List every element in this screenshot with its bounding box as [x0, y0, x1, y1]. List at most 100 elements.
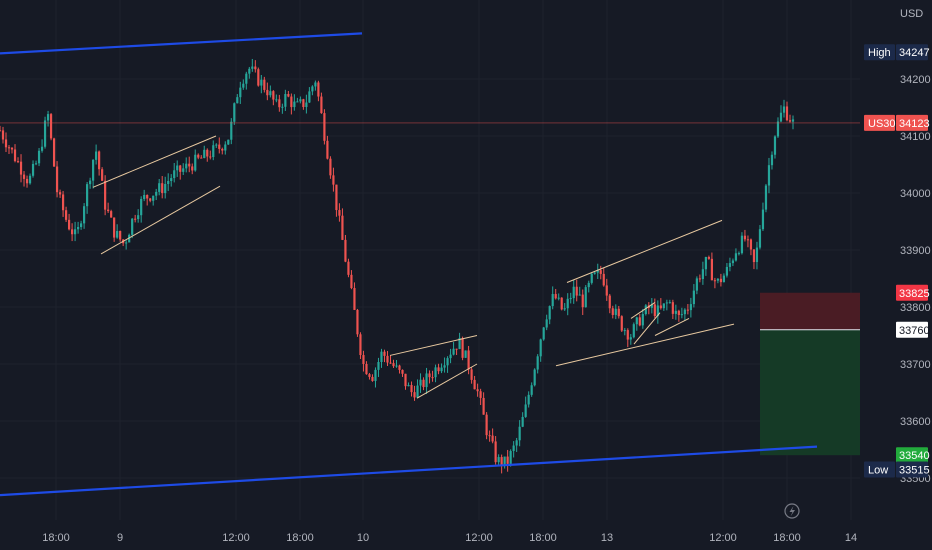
currency-label: USD — [900, 8, 923, 20]
candle-down — [55, 166, 59, 193]
candle-up — [692, 290, 695, 305]
candle-down — [491, 435, 494, 442]
candle-up — [31, 163, 35, 176]
time-tick-label: 18:00 — [529, 532, 557, 544]
candle-up — [656, 305, 659, 317]
candle-down — [290, 96, 293, 108]
lightning-icon[interactable] — [784, 503, 800, 519]
candle-up — [539, 339, 542, 357]
time-tick-label: 14 — [845, 532, 857, 544]
candle-down — [455, 348, 458, 350]
candle-up — [662, 303, 665, 309]
candle-down — [461, 338, 464, 358]
price-tick-label: 33600 — [900, 416, 931, 428]
candle-down — [22, 174, 26, 179]
channel-line — [566, 219, 723, 283]
candle-down — [1, 130, 5, 140]
candle-up — [704, 257, 707, 270]
candle-down — [323, 113, 326, 141]
price-tick-label: 34200 — [900, 74, 931, 86]
candle-up — [725, 266, 729, 276]
candle-down — [713, 280, 717, 282]
candle-down — [392, 363, 395, 367]
candle-down — [221, 148, 224, 151]
candle-down — [398, 365, 401, 370]
candle-down — [473, 379, 476, 390]
candle-down — [67, 219, 71, 230]
candle-up — [503, 456, 506, 467]
candle-up — [425, 373, 428, 388]
candle-down — [332, 175, 335, 185]
last-price-tag-value: 34123 — [899, 118, 930, 130]
candle-up — [380, 351, 383, 363]
candle-down — [401, 369, 404, 374]
candle-down — [404, 373, 407, 387]
candle-up — [650, 304, 653, 308]
candle-down — [482, 397, 485, 415]
candle-up — [548, 306, 551, 320]
last-price-tag-bg — [896, 114, 928, 131]
candle-down — [554, 294, 557, 299]
candle-up — [212, 145, 215, 158]
candle-up — [37, 150, 41, 164]
candle-down — [197, 154, 200, 158]
candle-up — [530, 385, 533, 395]
channel-line — [630, 302, 656, 319]
candle-up — [43, 120, 47, 147]
candle-up — [34, 163, 38, 165]
candle-down — [608, 295, 611, 309]
time-axis[interactable]: 18:00 9 12:00 18:00 10 12:00 18:00 13 12:00 18:00… — [0, 520, 932, 550]
candle-down — [605, 285, 608, 296]
position-zones — [760, 292, 866, 456]
candle-down — [16, 161, 20, 163]
candle-up — [224, 144, 227, 151]
candle-up — [791, 119, 795, 122]
time-tick-label: 18:00 — [286, 532, 314, 544]
take-profit-zone — [760, 329, 866, 456]
price-axis[interactable]: USD 335003360033700338003390034000341003… — [860, 0, 932, 520]
candle-up — [761, 209, 765, 230]
candle-up — [689, 304, 692, 311]
time-tick-label: 18:00 — [42, 532, 70, 544]
candle-up — [569, 298, 572, 300]
candle-down — [287, 94, 290, 97]
candle-up — [644, 305, 647, 315]
candle-up — [416, 385, 419, 398]
candle-up — [164, 183, 167, 194]
candle-up — [722, 275, 726, 283]
candle-down — [206, 149, 209, 157]
candle-down — [278, 99, 281, 108]
candle-down — [611, 308, 614, 315]
candle-up — [668, 302, 671, 304]
candle-up — [578, 294, 581, 296]
high-tag-label-bg — [864, 44, 895, 61]
candle-down — [602, 273, 605, 286]
time-tick-label: 12:00 — [465, 532, 493, 544]
candle-up — [137, 215, 140, 220]
candle-up — [635, 317, 638, 325]
candle-down — [371, 376, 374, 381]
candle-up — [28, 175, 32, 184]
candle-up — [443, 365, 446, 368]
candle-up — [545, 319, 548, 328]
candle-up — [419, 379, 422, 386]
candle-down — [422, 379, 425, 388]
candle-down — [101, 169, 104, 181]
candle-down — [389, 362, 392, 364]
candle-up — [521, 416, 524, 427]
candle-up — [92, 159, 95, 181]
candle-down — [599, 270, 602, 274]
candle-down — [146, 194, 149, 199]
time-tick-label: 18:00 — [773, 532, 801, 544]
trend-lines — [0, 32, 818, 497]
candle-down — [52, 138, 56, 167]
trend-line-blue — [0, 445, 818, 497]
candle-up — [593, 272, 596, 274]
candle-down — [341, 215, 344, 240]
time-axis-bg — [0, 520, 932, 550]
candle-down — [359, 334, 362, 356]
last-price-tag-label-bg — [864, 114, 895, 131]
candle-up — [182, 168, 185, 172]
